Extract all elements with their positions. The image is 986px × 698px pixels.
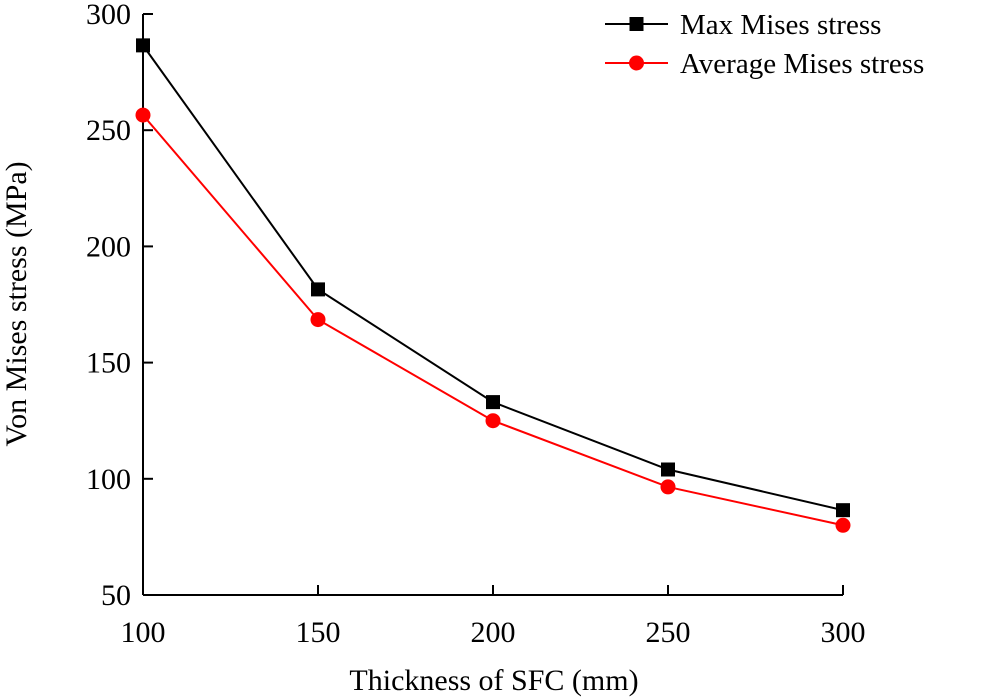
y-tick-label: 100 (86, 463, 131, 496)
data-point-circle (310, 312, 326, 328)
data-point-square (311, 282, 325, 297)
data-point-circle (485, 413, 501, 429)
legend-entry-1: Max Mises stress (605, 9, 881, 41)
x-tick-label: 200 (471, 616, 516, 649)
legend-entry-2: Average Mises stress (605, 48, 924, 80)
x-tick-label: 100 (121, 616, 166, 649)
data-point-circle (660, 479, 676, 495)
y-tick-label: 200 (86, 230, 131, 263)
y-tick-label: 300 (86, 0, 131, 31)
y-tick-label: 250 (86, 114, 131, 147)
legend-marker-circle (629, 55, 644, 71)
legend-marker-square (629, 17, 644, 31)
y-tick-label: 50 (101, 579, 131, 612)
x-tick-label: 300 (821, 616, 866, 649)
x-tick-label: 250 (646, 616, 691, 649)
legend-label: Max Mises stress (680, 9, 881, 41)
x-tick-label: 150 (296, 616, 341, 649)
legend-label: Average Mises stress (680, 48, 924, 80)
data-point-circle (135, 107, 151, 123)
series-line (142, 114, 844, 527)
data-point-circle (835, 517, 851, 533)
data-point-square (661, 462, 675, 477)
series-group (135, 38, 851, 533)
data-point-square (136, 38, 150, 53)
series-2 (135, 107, 851, 533)
data-point-square (486, 395, 500, 410)
series-1 (136, 38, 850, 518)
series-line (142, 44, 844, 512)
legend: Max Mises stress Average Mises stress (605, 9, 924, 80)
y-axis-title: Von Mises stress (MPa) (0, 161, 33, 446)
x-axis-title: Thickness of SFC (mm) (349, 664, 638, 697)
axes: 50 100 150 200 250 300 100 150 200 250 300 (86, 0, 866, 649)
y-tick-label: 150 (86, 347, 131, 380)
data-point-square (836, 503, 850, 518)
